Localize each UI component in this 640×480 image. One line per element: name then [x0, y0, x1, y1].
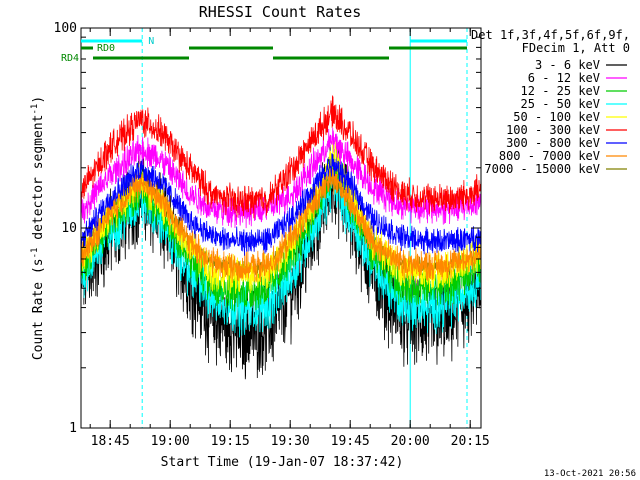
footer-timestamp: 13-Oct-2021 20:56: [544, 469, 636, 479]
y-tick-label-2: 100: [54, 21, 77, 36]
y-tick-label-0: 1: [69, 421, 77, 436]
x-axis: 18:45 19:00 19:15 19:30 19:45 20:00 20:15: [89, 28, 490, 449]
series-line-100-300-kev: [80, 95, 482, 219]
y-tick-label-1: 10: [61, 221, 77, 236]
legend-label-800-7000-kev: 800 - 7000 keV: [499, 149, 600, 163]
legend-label-3-6-kev: 3 - 6 keV: [535, 58, 600, 72]
series-layer: [80, 95, 482, 380]
x-tick-label-6: 20:15: [451, 434, 490, 449]
rd4-label: RD4: [61, 53, 79, 64]
y-axis-label: Count Rate (s-1 detector segment-1): [30, 96, 46, 360]
x-tick-label-1: 19:00: [151, 434, 190, 449]
state-bars: N RD0 RD4: [61, 36, 467, 64]
x-axis-label: Start Time (19-Jan-07 18:37:42): [161, 455, 404, 470]
y-axis: 1 10 100: [54, 21, 481, 436]
legend-label-100-300-kev: 100 - 300 keV: [506, 123, 600, 137]
x-tick-label-4: 19:45: [331, 434, 370, 449]
series-line-300-800-kev: [80, 153, 482, 256]
series-line-800-7000-kev: [80, 167, 482, 284]
x-tick-label-2: 19:15: [211, 434, 250, 449]
legend-label-300-800-kev: 300 - 800 keV: [506, 136, 600, 150]
n-label: N: [148, 36, 154, 47]
rd0-label: RD0: [97, 43, 115, 54]
chart-title: RHESSI Count Rates: [199, 3, 362, 21]
legend-label-50-100-kev: 50 - 100 keV: [513, 110, 600, 124]
x-tick-label-3: 19:30: [271, 434, 310, 449]
series-line-6-12-kev: [80, 127, 482, 229]
series-line-12-25-kev: [80, 155, 482, 312]
legend-header-detectors: Det 1f,3f,4f,5f,6f,9f,: [471, 28, 630, 42]
legend-label-12-25-kev: 12 - 25 keV: [521, 84, 600, 98]
x-tick-label-0: 18:45: [91, 434, 130, 449]
x-tick-label-5: 20:00: [391, 434, 430, 449]
legend-header-decimation: FDecim 1, Att 0: [522, 41, 630, 55]
legend-label-6-12-kev: 6 - 12 keV: [528, 71, 600, 85]
legend: Det 1f,3f,4f,5f,6f,9f, FDecim 1, Att 0 3…: [471, 28, 630, 176]
legend-label-25-50-kev: 25 - 50 keV: [521, 97, 600, 111]
legend-label-7000-15000-kev: 7000 - 15000 keV: [484, 162, 600, 176]
